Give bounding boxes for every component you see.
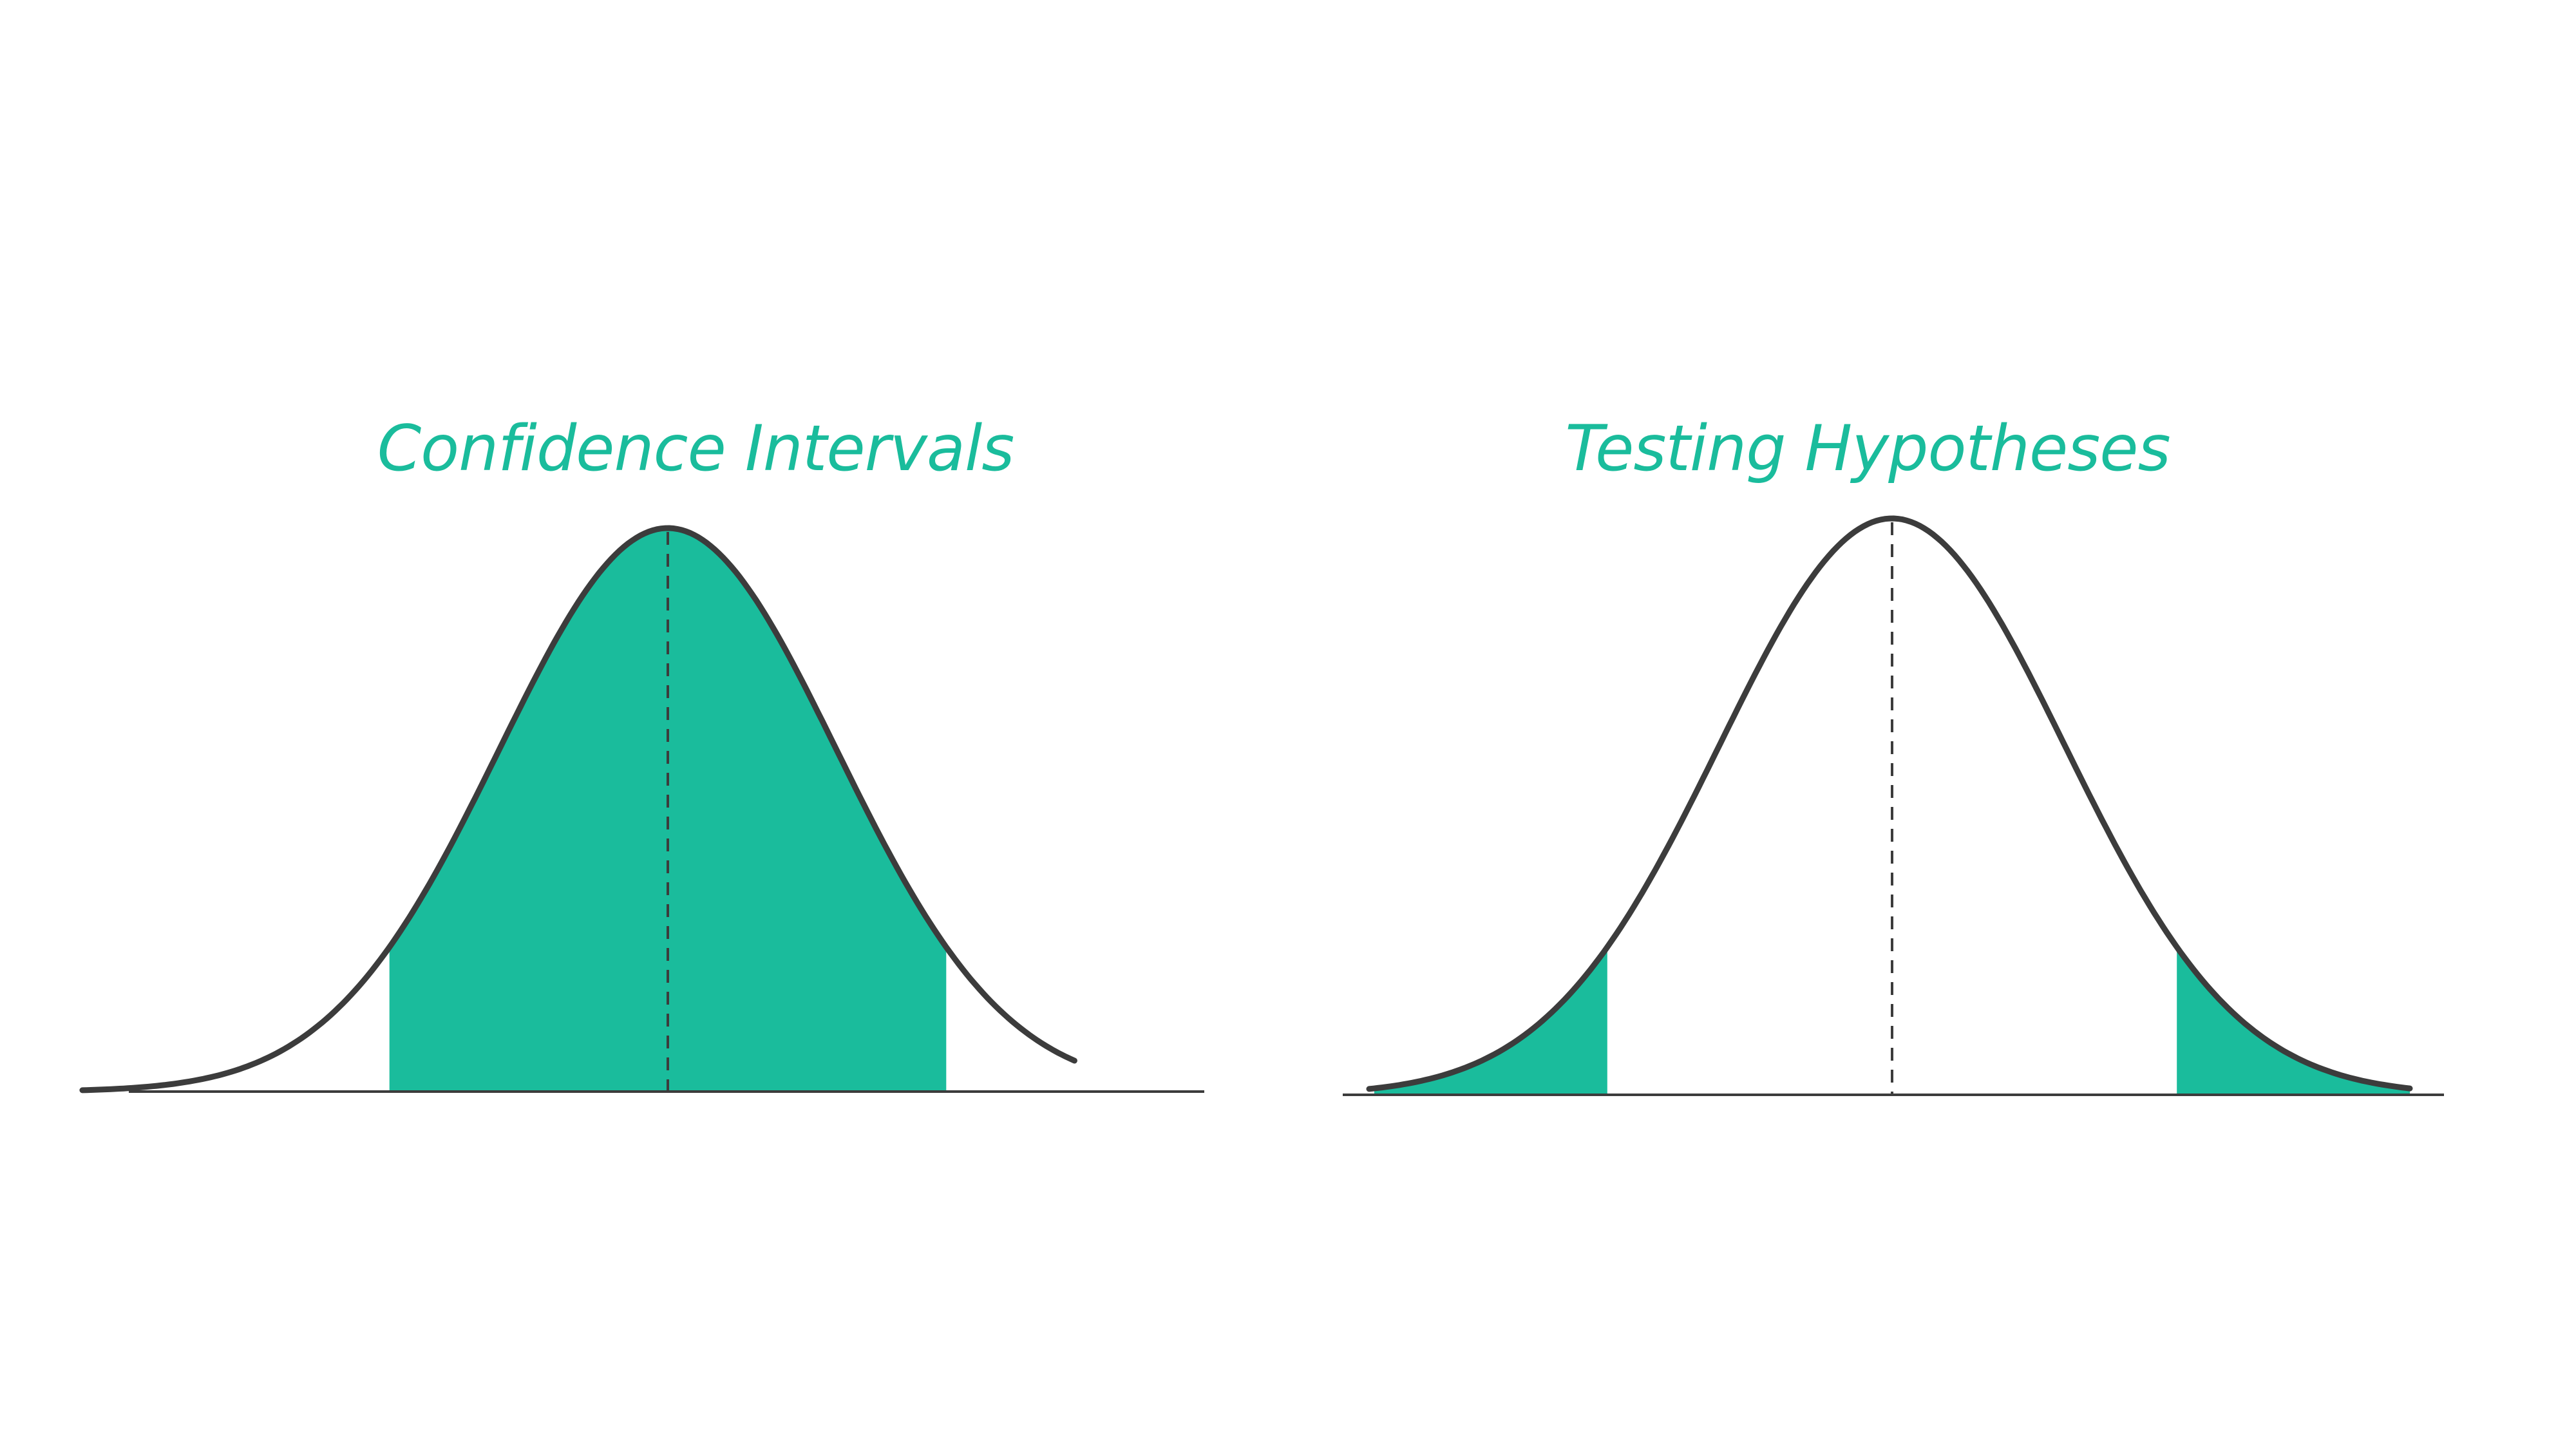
panel-confidence-intervals: Confidence Intervals xyxy=(79,412,1204,1094)
panel-testing-hypotheses: Testing Hypotheses xyxy=(1343,412,2444,1096)
bell-curve xyxy=(79,525,1077,1094)
confidence-region xyxy=(389,528,947,1092)
bell-curve xyxy=(1366,515,2413,1092)
panel-title-testing-hypotheses: Testing Hypotheses xyxy=(1565,412,2170,486)
rejection-region-left xyxy=(1374,947,1607,1095)
rejection-region-right xyxy=(2177,947,2410,1095)
panel-title-confidence-intervals: Confidence Intervals xyxy=(377,412,1014,486)
